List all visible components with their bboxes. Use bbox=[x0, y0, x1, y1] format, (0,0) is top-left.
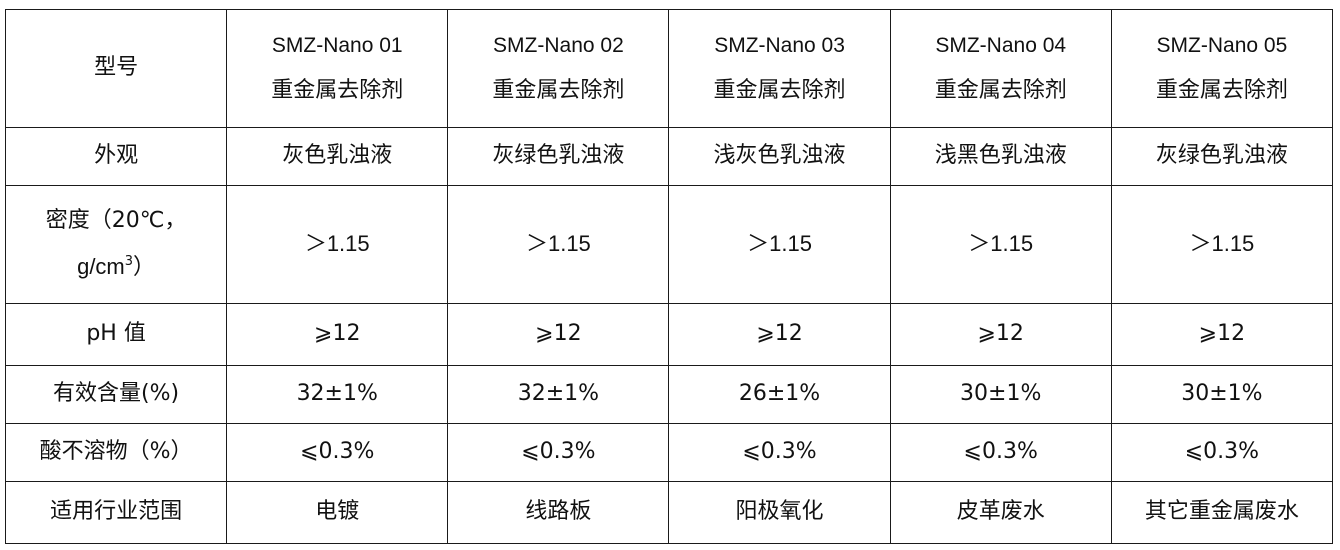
row-label-effective-content: 有效含量(%) bbox=[4, 365, 228, 424]
table-cell: ⩽0.3% bbox=[889, 423, 1112, 482]
density-unit-exponent: 3 bbox=[124, 254, 134, 269]
model-code: SMZ-Nano 02 bbox=[493, 33, 624, 57]
row-label-model: 型号 bbox=[4, 9, 228, 128]
table-cell: ⩽0.3% bbox=[668, 423, 891, 482]
model-cell: SMZ-Nano 03 重金属去除剂 bbox=[668, 9, 891, 128]
table-cell: 30±1% bbox=[889, 365, 1112, 424]
model-cell: SMZ-Nano 04 重金属去除剂 bbox=[889, 9, 1112, 128]
model-code: SMZ-Nano 01 bbox=[271, 33, 403, 57]
table-cell: ⩽0.3% bbox=[447, 423, 670, 482]
table-cell: ＞1.15 bbox=[447, 185, 670, 304]
table-cell: ⩾12 bbox=[226, 303, 449, 366]
row-label-density: 密度（20℃， g/cm3） bbox=[4, 185, 228, 304]
row-label-acid-insoluble: 酸不溶物（%） bbox=[4, 423, 228, 482]
model-name: 重金属去除剂 bbox=[492, 77, 625, 103]
model-code: SMZ-Nano 03 bbox=[714, 33, 845, 57]
model-code: SMZ-Nano 04 bbox=[935, 33, 1067, 57]
product-spec-table: 型号 SMZ-Nano 01 重金属去除剂 SMZ-Nano 02 重金属去除剂… bbox=[4, 9, 1334, 544]
model-name: 重金属去除剂 bbox=[934, 77, 1067, 103]
table-cell: 32±1% bbox=[226, 365, 449, 424]
model-cell: SMZ-Nano 05 重金属去除剂 bbox=[1110, 9, 1334, 128]
row-label-appearance: 外观 bbox=[4, 127, 228, 186]
row-label-application: 适用行业范围 bbox=[4, 481, 228, 544]
density-label-line2: g/cm3） bbox=[77, 254, 155, 281]
density-label-close: ） bbox=[133, 255, 156, 280]
table-cell: ⩾12 bbox=[1110, 303, 1334, 366]
table-row-ph: pH 值 ⩾12 ⩾12 ⩾12 ⩾12 ⩾12 bbox=[4, 303, 1334, 366]
table-row-effective-content: 有效含量(%) 32±1% 32±1% 26±1% 30±1% 30±1% bbox=[4, 365, 1334, 424]
table-row-acid-insoluble: 酸不溶物（%） ⩽0.3% ⩽0.3% ⩽0.3% ⩽0.3% ⩽0.3% bbox=[4, 423, 1334, 482]
table-row-appearance: 外观 灰色乳浊液 灰绿色乳浊液 浅灰色乳浊液 浅黑色乳浊液 灰绿色乳浊液 bbox=[4, 127, 1334, 186]
table-cell: ＞1.15 bbox=[1110, 185, 1334, 304]
table-cell: 26±1% bbox=[668, 365, 891, 424]
table-cell: ⩽0.3% bbox=[1110, 423, 1334, 482]
model-name: 重金属去除剂 bbox=[271, 77, 404, 103]
table-cell: ＞1.15 bbox=[668, 185, 891, 304]
table-cell: 灰色乳浊液 bbox=[226, 127, 449, 186]
table-cell: 30±1% bbox=[1110, 365, 1334, 424]
table-cell: 阳极氧化 bbox=[668, 481, 891, 544]
model-name: 重金属去除剂 bbox=[713, 77, 846, 103]
model-name: 重金属去除剂 bbox=[1155, 77, 1288, 103]
table-cell: 浅黑色乳浊液 bbox=[889, 127, 1112, 186]
table-cell: 灰绿色乳浊液 bbox=[447, 127, 670, 186]
model-cell: SMZ-Nano 02 重金属去除剂 bbox=[447, 9, 670, 128]
model-cell: SMZ-Nano 01 重金属去除剂 bbox=[226, 9, 449, 128]
table-cell: ⩽0.3% bbox=[226, 423, 449, 482]
table-row-application: 适用行业范围 电镀 线路板 阳极氧化 皮革废水 其它重金属废水 bbox=[4, 481, 1334, 544]
table-cell: 灰绿色乳浊液 bbox=[1110, 127, 1334, 186]
table-row-density: 密度（20℃， g/cm3） ＞1.15 ＞1.15 ＞1.15 ＞1.15 ＞… bbox=[4, 185, 1334, 304]
row-label-ph: pH 值 bbox=[4, 303, 228, 366]
table-cell: ＞1.15 bbox=[889, 185, 1112, 304]
density-unit: g/cm bbox=[77, 254, 125, 279]
table-cell: 32±1% bbox=[447, 365, 670, 424]
table-cell: ⩾12 bbox=[889, 303, 1112, 366]
table-cell: ⩾12 bbox=[668, 303, 891, 366]
density-label-line1: 密度（20℃， bbox=[45, 207, 187, 233]
table-cell: 浅灰色乳浊液 bbox=[668, 127, 891, 186]
table-row-model: 型号 SMZ-Nano 01 重金属去除剂 SMZ-Nano 02 重金属去除剂… bbox=[4, 9, 1334, 128]
table-cell: 其它重金属废水 bbox=[1110, 481, 1334, 544]
table-cell: 皮革废水 bbox=[889, 481, 1112, 544]
table-cell: 电镀 bbox=[226, 481, 449, 544]
table-cell: 线路板 bbox=[447, 481, 670, 544]
table-cell: ＞1.15 bbox=[226, 185, 449, 304]
table-cell: ⩾12 bbox=[447, 303, 670, 366]
model-code: SMZ-Nano 05 bbox=[1156, 33, 1288, 57]
